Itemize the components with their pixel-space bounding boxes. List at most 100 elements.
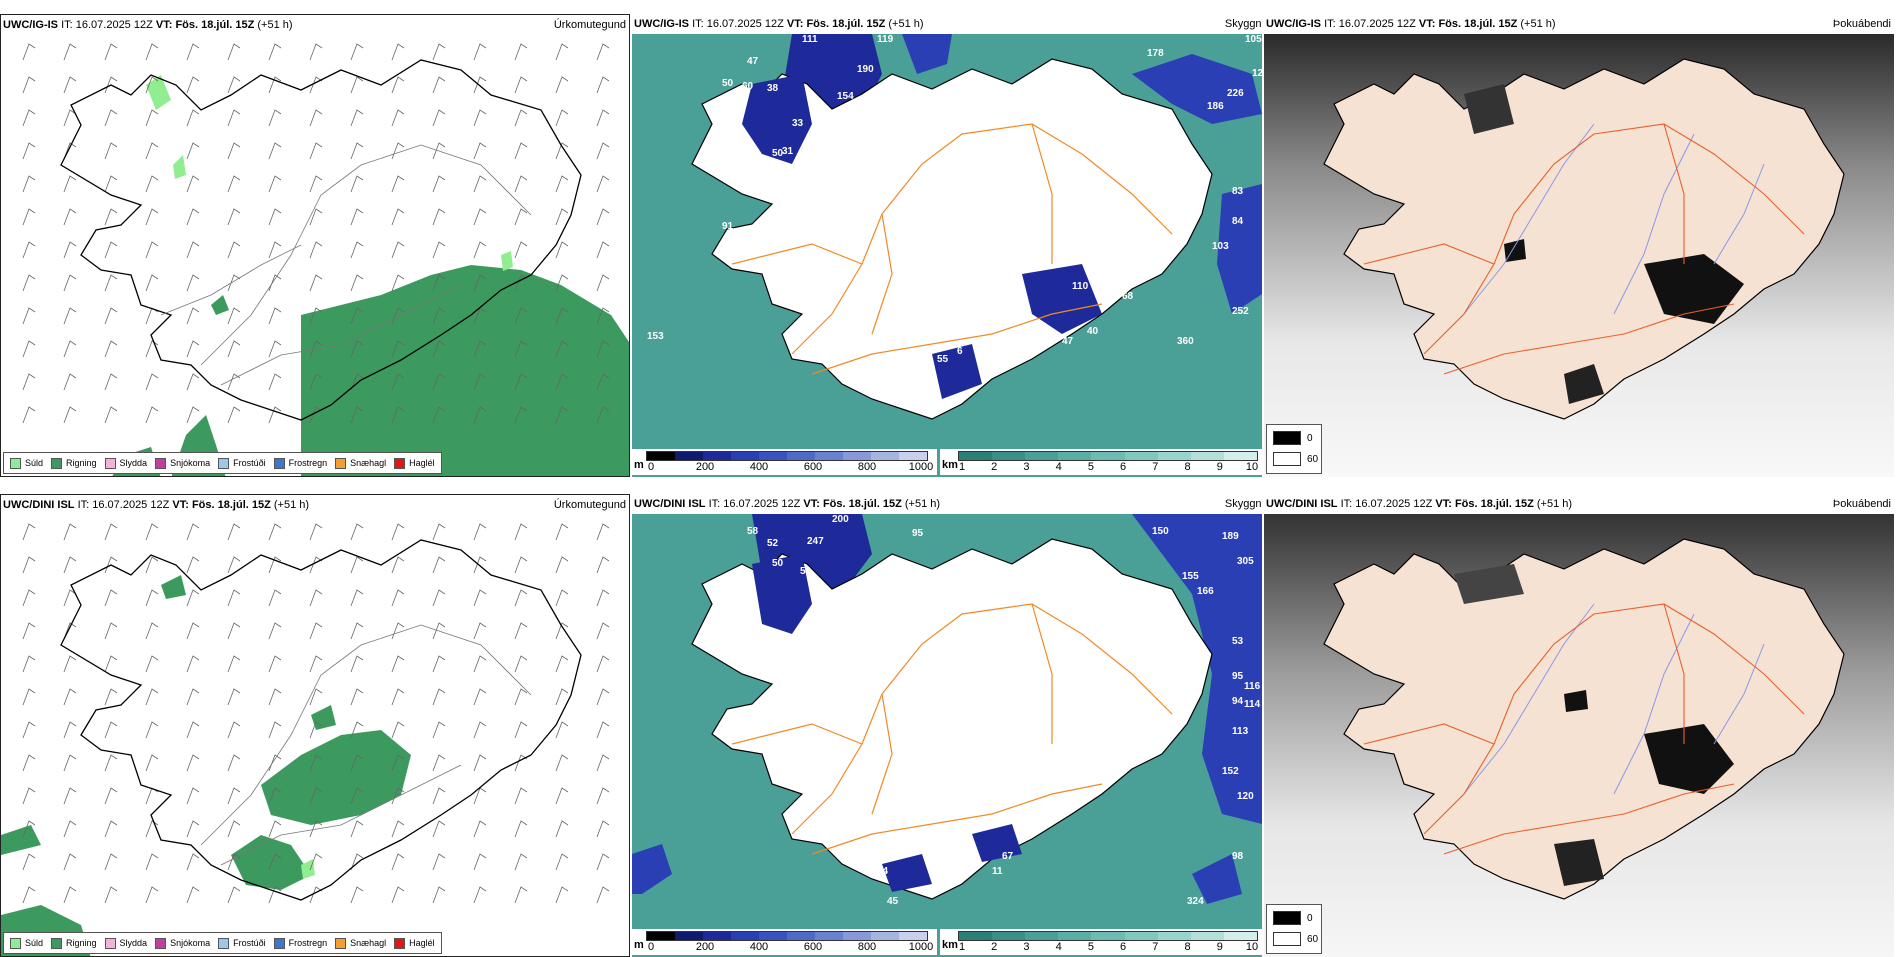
vt-label: VT: [1435,498,1452,510]
wind-barb [227,688,241,706]
wind-barb [473,853,487,871]
wind-barb [309,688,323,706]
legend-swatch [335,457,347,469]
wind-barb [473,820,487,838]
wind-barb [268,589,282,607]
cloud-base-label: 116 [1244,681,1261,692]
wind-barb [63,754,77,772]
wind-barb [63,523,77,541]
cloud-base-label: 50 [772,558,784,569]
legend-swatch [104,937,116,949]
cloud-base-label: 45 [1162,591,1174,602]
wind-barb [186,373,200,391]
legend-item: Frostúði [218,457,266,469]
legend-label: Frostregn [288,938,328,948]
wind-barb [432,820,446,838]
colorbar-tick: 800 [857,941,877,953]
cloud-base-label: 98 [1232,851,1244,862]
wind-barb [350,853,364,871]
wind-barb [596,406,610,424]
wind-barb [309,373,323,391]
wind-barb [432,655,446,673]
wind-barb [63,175,77,193]
cloud-base-label: 55 [792,656,804,667]
wind-barb [514,721,528,739]
precip-type-legend: Súld Rigning Slydda Snjókoma Frostúði Frostre… [3,452,442,474]
cloud-base-label: 83 [1232,186,1244,197]
wind-barb [432,43,446,61]
wind-barb [22,622,36,640]
wind-barb [432,688,446,706]
colorbar-tick: 3 [1023,461,1030,473]
wind-barb [596,307,610,325]
wind-barb [268,142,282,160]
wind-barb [63,76,77,94]
wind-barb [104,820,118,838]
wind-barb [268,109,282,127]
cloud-base-label: 31 [782,146,794,157]
precip-panel-1: UWC/IG-IS IT: 16.07.2025 12Z VT: Fös. 18… [0,14,630,477]
colorbar-unit: km [942,459,958,471]
wind-barb [596,820,610,838]
colorbar-tick: 5 [1087,461,1094,473]
wind-barb [309,721,323,739]
wind-barb [555,406,569,424]
legend-label: Snjókoma [170,458,211,468]
wind-barb [309,886,323,904]
wind-barb [514,76,528,94]
colorbar-gradient [646,451,928,461]
wind-barb [227,523,241,541]
it-label: IT: [708,498,721,510]
wind-barb [514,655,528,673]
cloud-base-label: 50 [772,148,784,159]
cloud-base-label: 154 [837,91,854,102]
wind-barb [596,340,610,358]
cloud-base-label: 305 [1237,556,1254,567]
cloud-base-label: 17 [932,571,944,582]
wind-barb [555,340,569,358]
legend-label: Frostregn [288,458,328,468]
wind-barb [22,373,36,391]
colorbar-gradient [958,931,1258,941]
wind-barb [268,373,282,391]
wind-barb [186,241,200,259]
it-label: IT: [77,499,90,511]
wind-barb [268,622,282,640]
cloud-base-label: 120 [1237,791,1254,802]
wind-barb [186,886,200,904]
wind-barb [432,886,446,904]
wind-barb [391,43,405,61]
wind-barb [227,820,241,838]
wind-barb [145,853,159,871]
wind-barb [555,655,569,673]
precip-map-1 [22,43,629,476]
colorbar-tick: 9 [1216,461,1223,473]
wind-barb [186,589,200,607]
wind-barb [391,109,405,127]
legend-item: Frostregn [273,937,328,949]
cloud-base-over-land [742,74,1102,399]
legend-label: 60 [1307,933,1319,945]
wind-barb [432,241,446,259]
it-value: 16.07.2025 12Z [706,18,784,30]
colorbar-tick: 7 [1152,941,1159,953]
wind-barb [514,175,528,193]
wind-barb [473,142,487,160]
legend-label: Frostúði [233,938,266,948]
wind-barb [227,109,241,127]
wind-barb [473,274,487,292]
wind-barb [350,886,364,904]
colorbar-tick: 2 [991,941,998,953]
colorbar-ticks: 1 2 3 4 5 6 7 8 9 10 [958,941,1258,954]
wind-barb [473,886,487,904]
wind-barb [555,754,569,772]
wind-barb [391,688,405,706]
wind-barb [268,787,282,805]
wind-barb [63,655,77,673]
colorbar-tick: 600 [803,461,823,473]
colorbar-tick: 3 [1023,941,1030,953]
wind-barb [514,589,528,607]
wind-barb [391,820,405,838]
fog-panel-2: UWC/DINI ISL IT: 16.07.2025 12Z VT: Fös.… [1264,494,1894,957]
cloud-base-label: 81 [884,598,896,609]
